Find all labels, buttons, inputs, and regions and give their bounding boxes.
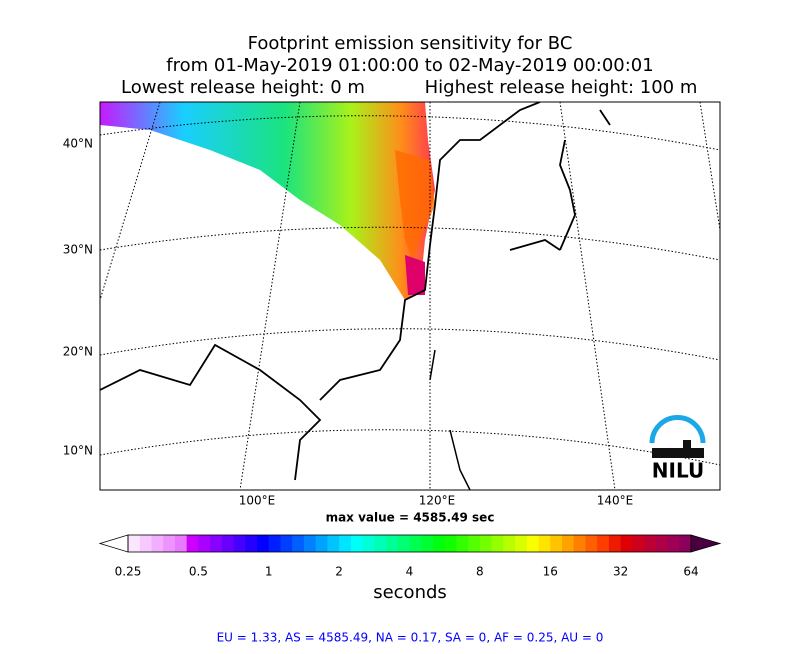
lat-label: 20°N: [63, 345, 93, 359]
lat-label: 10°N: [63, 444, 93, 458]
colorbar-segment: [573, 535, 586, 552]
lat-label: 30°N: [63, 243, 93, 257]
colorbar-segment: [409, 535, 422, 552]
colorbar-segment: [128, 535, 141, 552]
map-area: [100, 102, 720, 490]
japan: [509, 109, 611, 251]
colorbar-segment: [186, 535, 199, 552]
colorbar-segment: [515, 535, 528, 552]
map-frame: [99, 101, 721, 491]
colorbar-segment: [526, 535, 540, 552]
colorbar-segment: [210, 535, 223, 552]
colorbar-segment: [655, 535, 669, 552]
plume-max: [405, 255, 425, 295]
colorbar-segment: [620, 535, 633, 552]
colorbar-segment: [503, 535, 516, 552]
plume: [100, 102, 435, 300]
title-line: Footprint emission sensitivity for BC: [248, 33, 573, 54]
colorbar-tick-label: 8: [476, 565, 484, 579]
colorbar-segment: [221, 535, 235, 552]
colorbar-tick-label: 32: [613, 565, 628, 579]
colorbar-segment: [585, 535, 598, 552]
colorbar-segment: [679, 535, 692, 552]
colorbar-segment: [327, 535, 340, 552]
title-right: Highest release height: 100 m: [425, 77, 698, 98]
colorbar-segment: [608, 535, 622, 552]
colorbar-segment: [386, 535, 399, 552]
colorbar-segment: [362, 535, 375, 552]
colorbar-segment: [315, 535, 328, 552]
colorbar-tick-label: 0.25: [115, 565, 142, 579]
colorbar-tick-label: 16: [543, 565, 558, 579]
colorbar-segment: [139, 535, 152, 552]
colorbar-segment: [491, 535, 504, 552]
islands: [429, 349, 471, 490]
colorbar-segment: [667, 535, 680, 552]
colorbar-segment: [597, 535, 610, 552]
colorbar-segment: [245, 535, 258, 552]
colorbar-segment: [632, 535, 645, 552]
colorbar-segment: [397, 535, 410, 552]
colorbar-segment: [292, 535, 305, 552]
colorbar-segment: [561, 535, 575, 552]
graticule: [100, 102, 720, 490]
colorbar-segment: [444, 535, 457, 552]
colorbar-segment: [151, 535, 164, 552]
colorbar-segment: [421, 535, 434, 552]
lon-label: 120°E: [419, 494, 456, 508]
colorbar-segment: [163, 535, 176, 552]
colorbar-segment: [174, 535, 188, 552]
colorbar-segment: [303, 535, 317, 552]
colorbar-segment: [456, 535, 469, 552]
colorbar-segment: [479, 535, 493, 552]
colorbar-segment: [374, 535, 387, 552]
colorbar-segment: [350, 535, 364, 552]
colorbar-segment: [198, 535, 211, 552]
colorbar-segment: [268, 535, 281, 552]
plume-core: [395, 150, 435, 260]
colorbar-tick-label: 0.5: [189, 565, 208, 579]
colorbar-segment: [339, 535, 352, 552]
colorbar-tick-label: 2: [335, 565, 343, 579]
colorbar-segment: [257, 535, 270, 552]
lon-label: 140°E: [597, 494, 634, 508]
lon-label: 100°E: [239, 494, 276, 508]
colorbar-label: seconds: [373, 582, 447, 603]
title-left: Lowest release height: 0 m: [121, 77, 365, 98]
lat-label: 40°N: [63, 137, 93, 151]
stats: EU = 1.33, AS = 4585.49, NA = 0.17, SA =…: [217, 631, 604, 645]
colorbar-segment: [432, 535, 446, 552]
colorbar-tick-label: 64: [683, 565, 698, 579]
nilu-logo: NILU: [649, 415, 706, 483]
colorbar-segment: [280, 535, 293, 552]
colorbar-tick-label: 4: [406, 565, 414, 579]
colorbar-tick-label: 1: [265, 565, 273, 579]
title-line: from 01-May-2019 01:00:00 to 02-May-2019…: [166, 55, 653, 76]
colorbar-segment: [538, 535, 551, 552]
colorbar-frame: [127, 534, 692, 553]
logo-text: NILU: [652, 459, 704, 483]
colorbar: [98, 534, 722, 553]
max-value: max value = 4585.49 sec: [326, 511, 495, 525]
colorbar-segment: [233, 535, 246, 552]
coastline: [100, 102, 541, 481]
colorbar-segment: [468, 535, 481, 552]
colorbar-segment: [550, 535, 563, 552]
colorbar-segment: [644, 535, 657, 552]
